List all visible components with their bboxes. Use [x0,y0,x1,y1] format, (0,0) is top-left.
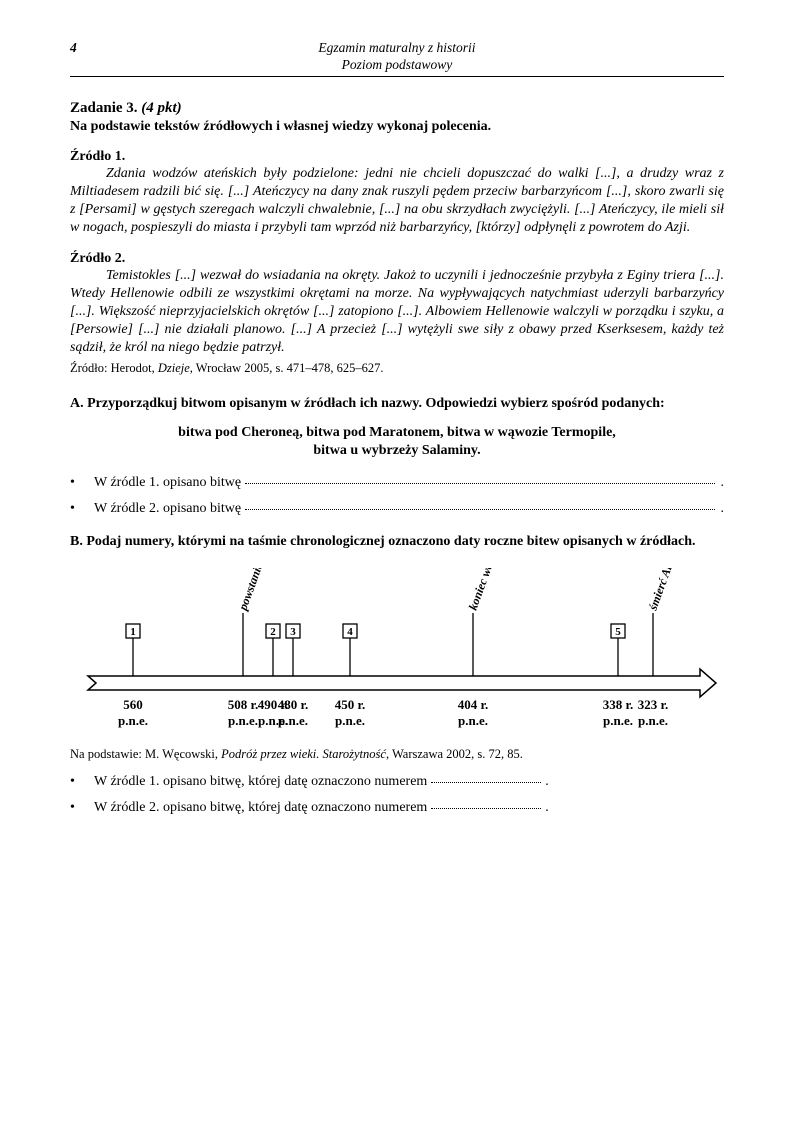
answer-row-1: • W źródle 1. opisano bitwę . [70,475,724,491]
answer1-label: W źródle 1. opisano bitwę [94,475,241,491]
options-line1: bitwa pod Cheroneą, bitwa pod Maratonem,… [178,425,616,440]
page: 4 Egzamin maturalny z historii Poziom po… [0,0,794,1123]
svg-text:p.n.e.: p.n.e. [118,713,148,728]
part-b: B. Podaj numery, którymi na taśmie chron… [70,533,724,552]
task-label: Zadanie 3. [70,100,138,116]
svg-text:p.n.e.: p.n.e. [603,713,633,728]
source2-body: Temistokles [...] wezwał do wsiadania na… [70,267,724,357]
svg-text:p.n.e.: p.n.e. [638,713,668,728]
citation-prefix: Źródło: Herodot, [70,361,158,375]
part-b-answers: • W źródle 1. opisano bitwę, której datę… [70,774,724,816]
svg-text:5: 5 [615,626,621,638]
caption-title: Podróż przez wieki. Starożytność [221,747,386,761]
task-subtitle: Na podstawie tekstów źródłowych i własne… [70,119,724,135]
svg-text:1: 1 [130,626,136,638]
bullet-icon: • [70,475,94,491]
svg-text:2: 2 [270,626,276,638]
part-a-answers: • W źródle 1. opisano bitwę . • W źródle… [70,475,724,517]
svg-text:p.n.e.: p.n.e. [228,713,258,728]
svg-text:560: 560 [123,697,143,712]
answer-row-2: • W źródle 2. opisano bitwę . [70,501,724,517]
bullet-icon: • [70,774,94,790]
answerb2-blank[interactable] [431,808,541,809]
svg-text:p.n.e.: p.n.e. [458,713,488,728]
answerb1-label: W źródle 1. opisano bitwę, której datę o… [94,774,427,790]
svg-text:3: 3 [290,626,296,638]
part-a: A. Przyporządkuj bitwom opisanym w źródł… [70,395,724,414]
part-a-options: bitwa pod Cheroneą, bitwa pod Maratonem,… [70,424,724,462]
answer1-blank[interactable] [245,483,714,484]
page-header: 4 Egzamin maturalny z historii Poziom po… [70,40,724,77]
svg-text:404 r.: 404 r. [458,697,489,712]
svg-text:koniec wojny peloponeskiej: koniec wojny peloponeskiej [466,568,526,612]
page-number: 4 [70,40,77,57]
svg-text:450 r.: 450 r. [335,697,366,712]
svg-text:śmierć Aleksandra Wielkiego: śmierć Aleksandra Wielkiego [645,568,708,613]
answer2-blank[interactable] [245,509,714,510]
source1-body: Zdania wodzów ateńskich były podzielone:… [70,165,724,237]
svg-text:338 r.: 338 r. [603,697,634,712]
options-line2: bitwa u wybrzeży Salaminy. [313,443,480,458]
answerb1-blank[interactable] [431,782,541,783]
answer2-label: W źródle 2. opisano bitwę [94,501,241,517]
part-a-text: A. Przyporządkuj bitwom opisanym w źródł… [70,395,724,414]
header-title: Egzamin maturalny z historii [318,40,475,55]
svg-text:480 r.: 480 r. [278,697,309,712]
caption-suffix: , Warszawa 2002, s. 72, 85. [386,747,523,761]
answer-row-b2: • W źródle 2. opisano bitwę, której datę… [70,800,724,816]
header-subtitle: Poziom podstawowy [342,57,453,72]
citation-suffix: , Wrocław 2005, s. 471–478, 625–627. [190,361,384,375]
timeline-chart: 1560p.n.e.powstanie demokracji ateńskiej… [78,568,718,738]
svg-text:p.n.e.: p.n.e. [335,713,365,728]
svg-text:powstanie demokracji ateńskiej: powstanie demokracji ateńskiej [235,568,302,613]
source2-text: Temistokles [...] wezwał do wsiadania na… [70,268,724,355]
caption-prefix: Na podstawie: M. Węcowski, [70,747,221,761]
source1-text: Zdania wodzów ateńskich były podzielone:… [70,166,724,235]
source-citation: Źródło: Herodot, Dzieje, Wrocław 2005, s… [70,360,724,376]
part-b-text: B. Podaj numery, którymi na taśmie chron… [70,533,724,552]
bullet-icon: • [70,800,94,816]
source1-label: Źródło 1. [70,149,724,165]
task-heading: Zadanie 3. (4 pkt) [70,99,724,119]
svg-text:508 r.: 508 r. [228,697,259,712]
svg-text:4: 4 [347,626,353,638]
svg-text:p.n.e.: p.n.e. [278,713,308,728]
citation-title: Dzieje [158,361,190,375]
bullet-icon: • [70,501,94,517]
period: . [545,774,549,790]
svg-text:323 r.: 323 r. [638,697,669,712]
period: . [719,475,725,491]
answerb2-label: W źródle 2. opisano bitwę, której datę o… [94,800,427,816]
answer-row-b1: • W źródle 1. opisano bitwę, której datę… [70,774,724,790]
period: . [545,800,549,816]
source2-label: Źródło 2. [70,251,724,267]
task-points: (4 pkt) [141,100,181,116]
period: . [719,501,725,517]
timeline-svg: 1560p.n.e.powstanie demokracji ateńskiej… [78,568,718,738]
timeline-caption: Na podstawie: M. Węcowski, Podróż przez … [70,746,724,762]
